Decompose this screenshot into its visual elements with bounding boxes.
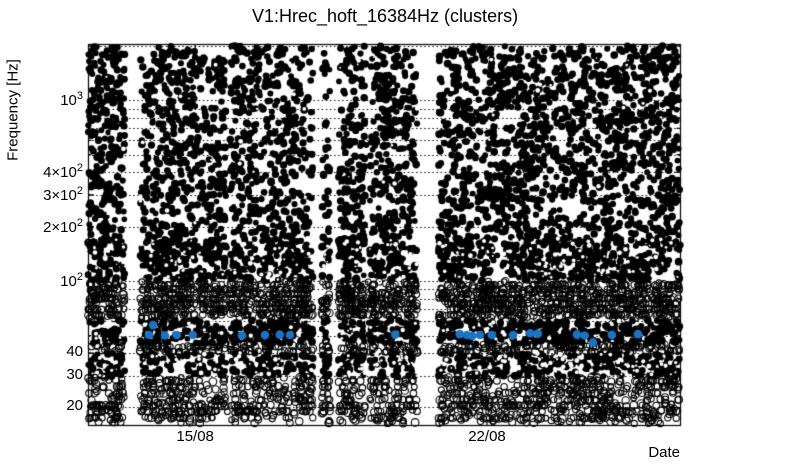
y-tick-label: 20	[66, 397, 83, 415]
x-axis-label: Date	[648, 444, 680, 461]
y-tick-label: 40	[66, 343, 83, 361]
y-tick-label: 4×102	[43, 162, 83, 182]
y-tick-label: 3×102	[43, 184, 83, 204]
y-tick-label: 102	[60, 271, 83, 291]
x-tick-label: 15/08	[176, 428, 214, 445]
y-tick-label: 30	[66, 365, 83, 383]
y-tick-label: 103	[60, 90, 83, 110]
y-tick-label: 2×102	[43, 216, 83, 236]
x-tick-label: 22/08	[468, 428, 506, 445]
